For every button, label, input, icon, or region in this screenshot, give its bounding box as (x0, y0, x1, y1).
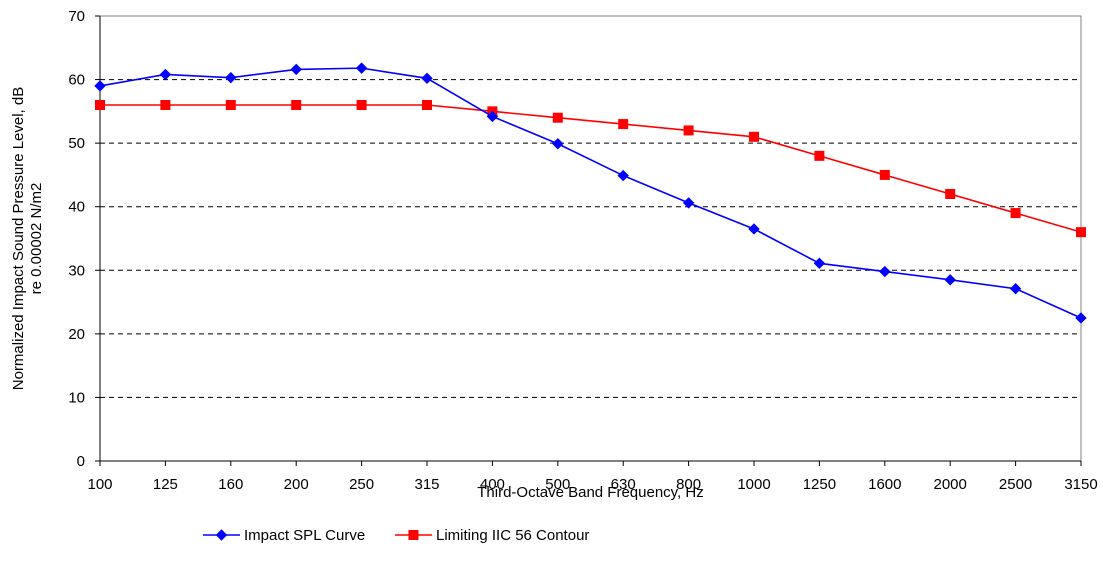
y-tick-label: 0 (77, 453, 85, 470)
x-tick-label: 2500 (999, 476, 1032, 493)
x-tick-label: 125 (153, 476, 178, 493)
data-point (291, 100, 302, 110)
y-axis-title-line-2: re 0.00002 N/m2 (28, 183, 45, 295)
data-point (160, 100, 171, 110)
x-tick-label: 1600 (868, 476, 901, 493)
data-point (1076, 227, 1086, 238)
y-tick-label: 40 (68, 199, 85, 216)
y-tick-label: 70 (68, 8, 85, 25)
series-impact-spl-curve (94, 62, 1087, 324)
y-axis-title-line-1: Normalized Impact Sound Pressure Level, … (10, 87, 27, 390)
legend-label: Impact SPL Curve (244, 527, 365, 544)
legend-label: Limiting IIC 56 Contour (436, 527, 589, 544)
plot-area (99, 15, 1082, 462)
x-tick-label: 200 (284, 476, 309, 493)
data-point (682, 197, 695, 209)
data-point (225, 71, 237, 84)
x-tick-label: 160 (218, 476, 243, 493)
x-tick-label: 3150 (1064, 476, 1097, 493)
x-tick-label: 315 (414, 476, 439, 493)
data-point (879, 169, 890, 180)
data-point (356, 100, 367, 110)
x-tick-label: 1000 (737, 476, 770, 493)
data-point (748, 223, 760, 235)
legend-marker (408, 530, 419, 540)
legend: Impact SPL Curve Limiting IIC 56 Contour (203, 527, 589, 544)
grid-lines (100, 79, 1081, 398)
data-point (617, 169, 629, 182)
series-line (100, 104, 1082, 233)
x-tick-label: 400 (480, 476, 505, 493)
data-point (422, 100, 432, 110)
legend-item: Impact SPL Curve (203, 527, 365, 544)
data-point (290, 63, 302, 76)
x-tick-label: 2000 (934, 476, 967, 493)
data-point (94, 80, 106, 92)
legend-item: Limiting IIC 56 Contour (395, 527, 589, 544)
data-point (813, 257, 826, 269)
data-point (814, 150, 825, 161)
data-point (552, 138, 564, 150)
data-point (355, 62, 368, 74)
y-tick-label: 30 (68, 262, 85, 279)
data-point (683, 125, 694, 136)
data-point (879, 265, 891, 278)
y-tick-label: 50 (68, 135, 85, 152)
data-point (1075, 312, 1087, 324)
x-tick-label: 800 (676, 476, 701, 493)
y-tick-label: 10 (68, 389, 85, 406)
x-tick-label: 630 (611, 476, 636, 493)
y-tick-label: 20 (68, 326, 85, 343)
y-tick-label: 60 (68, 72, 85, 89)
data-point (159, 68, 172, 81)
legend-marker (215, 529, 228, 541)
data-point (95, 100, 105, 110)
x-tick-label: 1250 (803, 476, 836, 493)
data-point (421, 72, 433, 85)
series-line (99, 67, 1082, 319)
data-point (225, 100, 236, 110)
data-point (944, 274, 956, 286)
x-tick-label: 250 (349, 476, 374, 493)
data-point (945, 189, 956, 199)
data-point (486, 110, 499, 123)
series-limiting-iic-56-contour (95, 100, 1086, 238)
x-tick-label: 500 (545, 476, 570, 493)
data-point (618, 119, 629, 130)
axes: 0 10 20 30 40 50 60 70 100 125 160 200 250 315 400 500 6… (68, 8, 1097, 493)
x-tick-label: 100 (87, 476, 112, 493)
series-group (94, 62, 1087, 324)
data-point (749, 131, 759, 142)
data-point (1009, 283, 1022, 295)
data-point (1010, 208, 1021, 219)
data-point (552, 112, 563, 123)
x-axis-title: Third-Octave Band Frequency, Hz (477, 484, 703, 501)
